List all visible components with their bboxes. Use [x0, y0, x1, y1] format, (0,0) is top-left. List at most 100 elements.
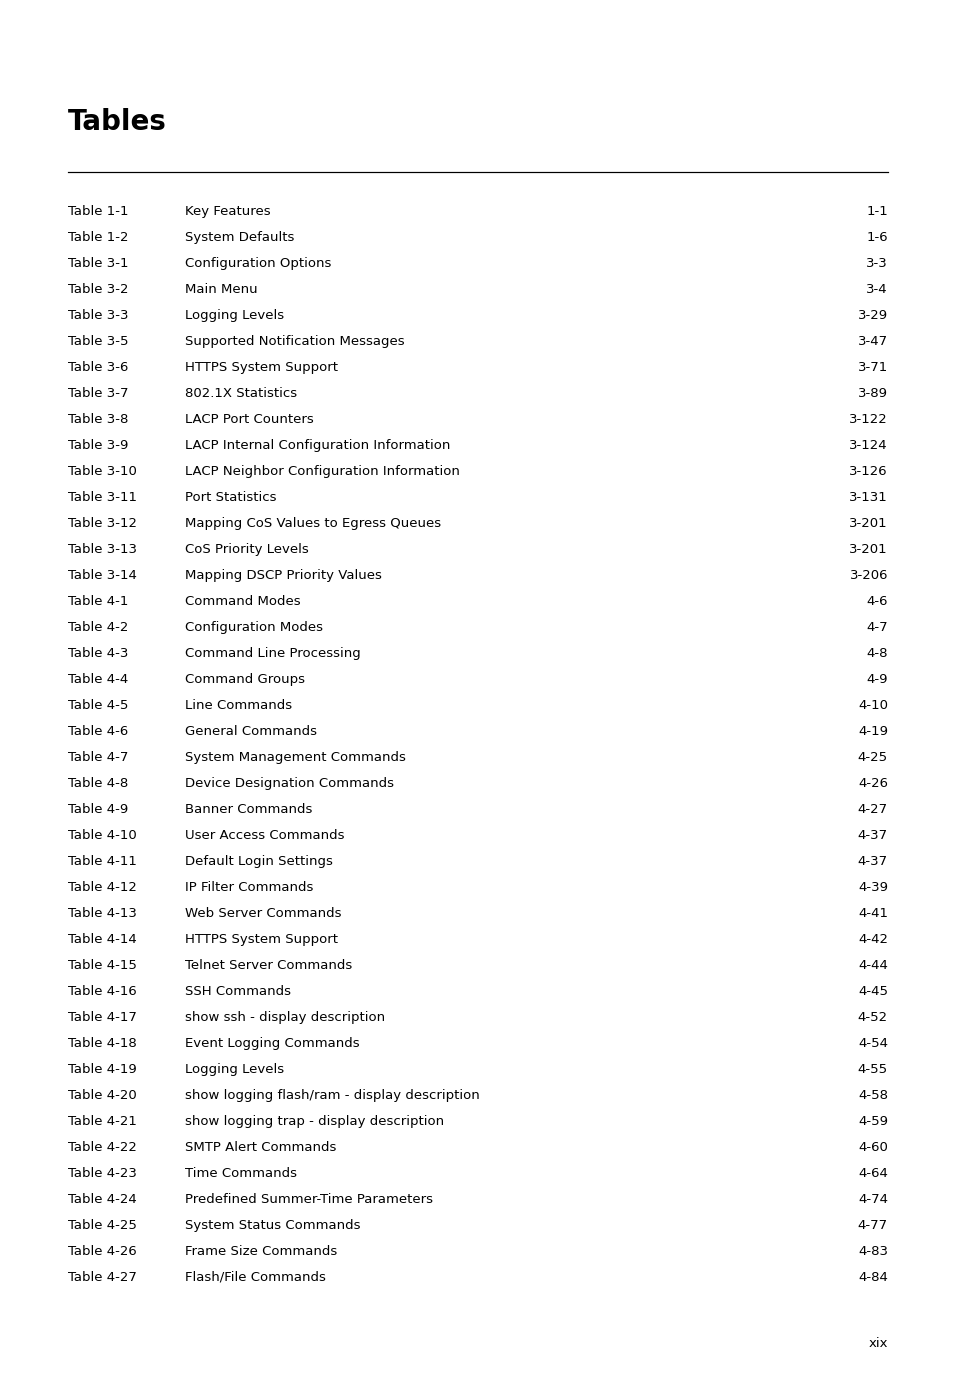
Text: 4-84: 4-84	[858, 1271, 887, 1284]
Text: Line Commands: Line Commands	[185, 700, 292, 712]
Text: Table 3-6: Table 3-6	[68, 361, 129, 373]
Text: Flash/File Commands: Flash/File Commands	[185, 1271, 326, 1284]
Text: Table 4-25: Table 4-25	[68, 1219, 136, 1233]
Text: 4-27: 4-27	[857, 804, 887, 816]
Text: show logging trap - display description: show logging trap - display description	[185, 1115, 444, 1128]
Text: Table 4-22: Table 4-22	[68, 1141, 136, 1153]
Text: Table 3-9: Table 3-9	[68, 439, 129, 452]
Text: Table 4-18: Table 4-18	[68, 1037, 136, 1049]
Text: Table 3-10: Table 3-10	[68, 465, 136, 477]
Text: 4-10: 4-10	[857, 700, 887, 712]
Text: 3-29: 3-29	[857, 310, 887, 322]
Text: Table 3-8: Table 3-8	[68, 414, 129, 426]
Text: Web Server Commands: Web Server Commands	[185, 906, 341, 920]
Text: 4-25: 4-25	[857, 751, 887, 763]
Text: Telnet Server Commands: Telnet Server Commands	[185, 959, 352, 972]
Text: 4-83: 4-83	[857, 1245, 887, 1258]
Text: Mapping DSCP Priority Values: Mapping DSCP Priority Values	[185, 569, 381, 582]
Text: 4-41: 4-41	[857, 906, 887, 920]
Text: Table 4-26: Table 4-26	[68, 1245, 136, 1258]
Text: Table 4-6: Table 4-6	[68, 725, 128, 738]
Text: Table 4-3: Table 4-3	[68, 647, 129, 661]
Text: 4-39: 4-39	[857, 881, 887, 894]
Text: 3-4: 3-4	[865, 283, 887, 296]
Text: 3-131: 3-131	[848, 491, 887, 504]
Text: 3-122: 3-122	[848, 414, 887, 426]
Text: Table 4-12: Table 4-12	[68, 881, 136, 894]
Text: Time Commands: Time Commands	[185, 1167, 296, 1180]
Text: Predefined Summer-Time Parameters: Predefined Summer-Time Parameters	[185, 1194, 433, 1206]
Text: 4-54: 4-54	[857, 1037, 887, 1049]
Text: Table 4-11: Table 4-11	[68, 855, 136, 868]
Text: Key Features: Key Features	[185, 205, 271, 218]
Text: 4-45: 4-45	[857, 985, 887, 998]
Text: Table 3-14: Table 3-14	[68, 569, 136, 582]
Text: 3-201: 3-201	[848, 543, 887, 557]
Text: 3-206: 3-206	[848, 569, 887, 582]
Text: Table 4-15: Table 4-15	[68, 959, 136, 972]
Text: 4-26: 4-26	[857, 777, 887, 790]
Text: HTTPS System Support: HTTPS System Support	[185, 933, 337, 947]
Text: 4-55: 4-55	[857, 1063, 887, 1076]
Text: Banner Commands: Banner Commands	[185, 804, 312, 816]
Text: Default Login Settings: Default Login Settings	[185, 855, 333, 868]
Text: Table 4-2: Table 4-2	[68, 620, 129, 634]
Text: 4-9: 4-9	[865, 673, 887, 686]
Text: 3-201: 3-201	[848, 516, 887, 530]
Text: 4-37: 4-37	[857, 829, 887, 843]
Text: 3-126: 3-126	[848, 465, 887, 477]
Text: Main Menu: Main Menu	[185, 283, 257, 296]
Text: Table 3-7: Table 3-7	[68, 387, 129, 400]
Text: 4-8: 4-8	[865, 647, 887, 661]
Text: Table 4-24: Table 4-24	[68, 1194, 136, 1206]
Text: 3-71: 3-71	[857, 361, 887, 373]
Text: System Defaults: System Defaults	[185, 230, 294, 244]
Text: Table 4-27: Table 4-27	[68, 1271, 136, 1284]
Text: 3-3: 3-3	[865, 257, 887, 271]
Text: CoS Priority Levels: CoS Priority Levels	[185, 543, 309, 557]
Text: Table 4-8: Table 4-8	[68, 777, 128, 790]
Text: SMTP Alert Commands: SMTP Alert Commands	[185, 1141, 336, 1153]
Text: Configuration Modes: Configuration Modes	[185, 620, 323, 634]
Text: 1-1: 1-1	[865, 205, 887, 218]
Text: Table 4-4: Table 4-4	[68, 673, 128, 686]
Text: show ssh - display description: show ssh - display description	[185, 1010, 385, 1024]
Text: 4-19: 4-19	[857, 725, 887, 738]
Text: Logging Levels: Logging Levels	[185, 1063, 284, 1076]
Text: 4-74: 4-74	[857, 1194, 887, 1206]
Text: xix: xix	[867, 1337, 887, 1351]
Text: 4-37: 4-37	[857, 855, 887, 868]
Text: Table 4-10: Table 4-10	[68, 829, 136, 843]
Text: General Commands: General Commands	[185, 725, 316, 738]
Text: Device Designation Commands: Device Designation Commands	[185, 777, 394, 790]
Text: Table 4-19: Table 4-19	[68, 1063, 136, 1076]
Text: 4-52: 4-52	[857, 1010, 887, 1024]
Text: Table 1-1: Table 1-1	[68, 205, 129, 218]
Text: Table 1-2: Table 1-2	[68, 230, 129, 244]
Text: Mapping CoS Values to Egress Queues: Mapping CoS Values to Egress Queues	[185, 516, 440, 530]
Text: Table 4-7: Table 4-7	[68, 751, 129, 763]
Text: 4-60: 4-60	[858, 1141, 887, 1153]
Text: Table 4-17: Table 4-17	[68, 1010, 136, 1024]
Text: LACP Port Counters: LACP Port Counters	[185, 414, 314, 426]
Text: 4-7: 4-7	[865, 620, 887, 634]
Text: Command Groups: Command Groups	[185, 673, 305, 686]
Text: SSH Commands: SSH Commands	[185, 985, 291, 998]
Text: show logging flash/ram - display description: show logging flash/ram - display descrip…	[185, 1090, 479, 1102]
Text: Table 4-1: Table 4-1	[68, 595, 129, 608]
Text: Command Line Processing: Command Line Processing	[185, 647, 360, 661]
Text: Table 4-21: Table 4-21	[68, 1115, 136, 1128]
Text: Table 4-13: Table 4-13	[68, 906, 136, 920]
Text: IP Filter Commands: IP Filter Commands	[185, 881, 313, 894]
Text: Configuration Options: Configuration Options	[185, 257, 331, 271]
Text: HTTPS System Support: HTTPS System Support	[185, 361, 337, 373]
Text: Event Logging Commands: Event Logging Commands	[185, 1037, 359, 1049]
Text: Table 3-12: Table 3-12	[68, 516, 137, 530]
Text: 3-89: 3-89	[857, 387, 887, 400]
Text: Supported Notification Messages: Supported Notification Messages	[185, 335, 404, 348]
Text: Table 4-20: Table 4-20	[68, 1090, 136, 1102]
Text: Table 4-5: Table 4-5	[68, 700, 129, 712]
Text: Table 3-1: Table 3-1	[68, 257, 129, 271]
Text: 802.1X Statistics: 802.1X Statistics	[185, 387, 296, 400]
Text: 4-64: 4-64	[858, 1167, 887, 1180]
